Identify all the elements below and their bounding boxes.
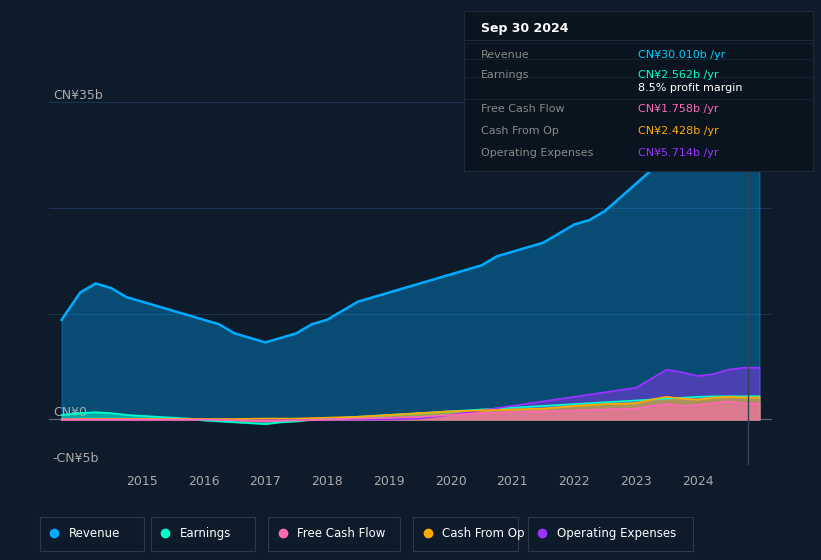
Text: Operating Expenses: Operating Expenses: [557, 527, 676, 540]
Text: CN¥2.562b /yr: CN¥2.562b /yr: [639, 70, 719, 80]
FancyBboxPatch shape: [528, 516, 693, 551]
Text: Revenue: Revenue: [68, 527, 120, 540]
Text: Earnings: Earnings: [481, 70, 530, 80]
FancyBboxPatch shape: [151, 516, 255, 551]
Text: CN¥5.714b /yr: CN¥5.714b /yr: [639, 148, 719, 158]
Text: Earnings: Earnings: [180, 527, 231, 540]
FancyBboxPatch shape: [413, 516, 517, 551]
FancyBboxPatch shape: [39, 516, 144, 551]
Text: Free Cash Flow: Free Cash Flow: [481, 104, 565, 114]
Text: 8.5% profit margin: 8.5% profit margin: [639, 83, 743, 93]
Text: Sep 30 2024: Sep 30 2024: [481, 22, 569, 35]
Text: CN¥1.758b /yr: CN¥1.758b /yr: [639, 104, 719, 114]
Text: CN¥30.010b /yr: CN¥30.010b /yr: [639, 49, 726, 59]
Text: Revenue: Revenue: [481, 49, 530, 59]
Text: CN¥2.428b /yr: CN¥2.428b /yr: [639, 126, 719, 136]
Text: Cash From Op: Cash From Op: [481, 126, 559, 136]
Text: CN¥35b: CN¥35b: [53, 89, 103, 102]
Text: Cash From Op: Cash From Op: [443, 527, 525, 540]
Text: Free Cash Flow: Free Cash Flow: [297, 527, 386, 540]
Text: -CN¥5b: -CN¥5b: [53, 452, 99, 465]
Text: CN¥0: CN¥0: [53, 407, 87, 419]
FancyBboxPatch shape: [268, 516, 400, 551]
Text: Operating Expenses: Operating Expenses: [481, 148, 594, 158]
